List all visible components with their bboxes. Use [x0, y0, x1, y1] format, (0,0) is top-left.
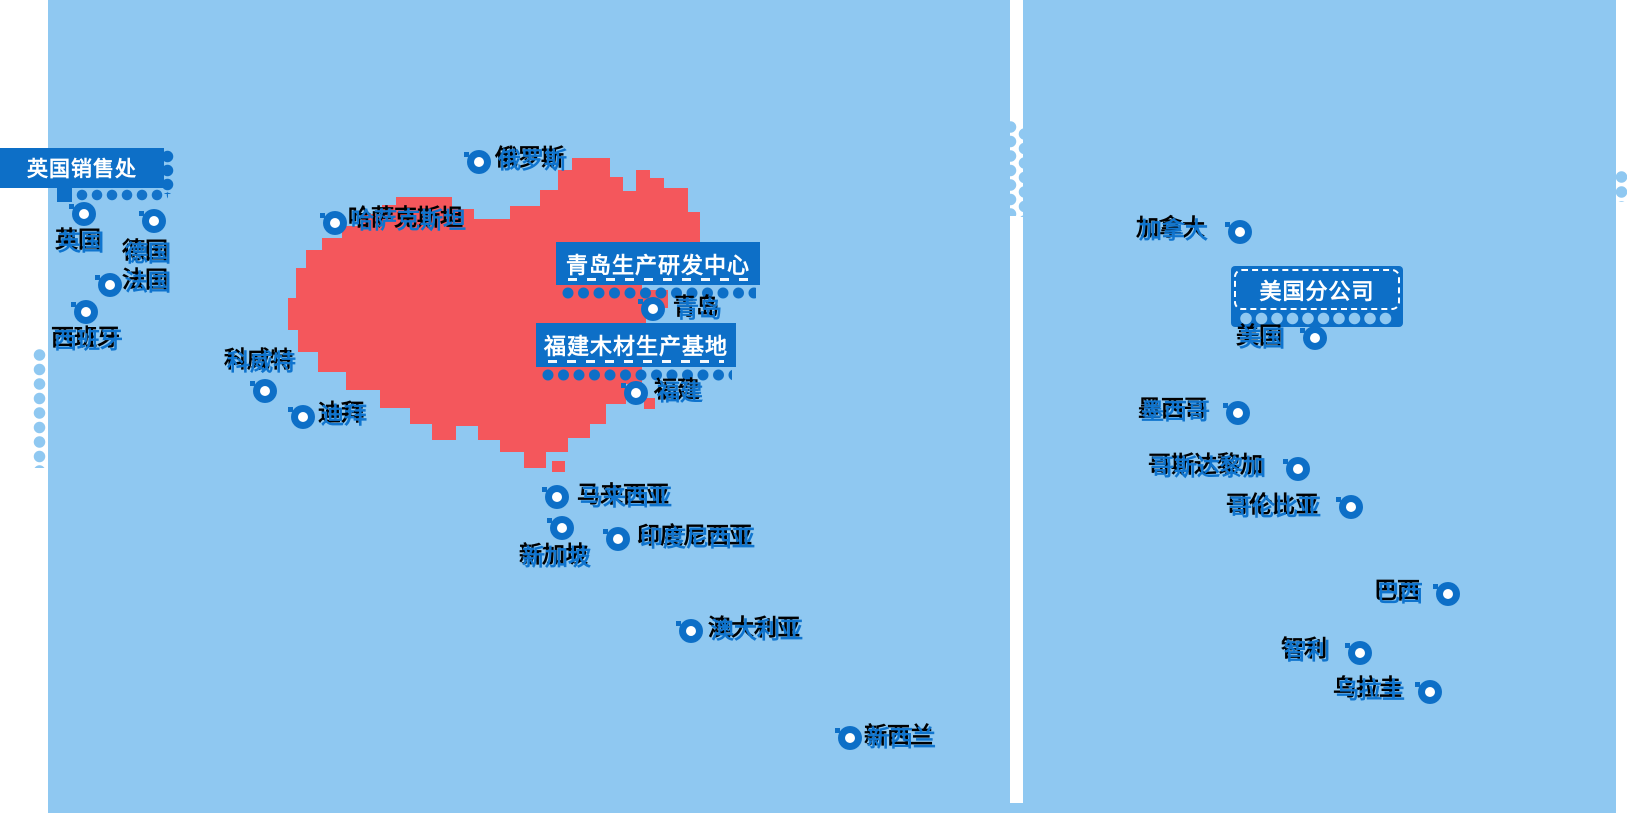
marker-fujian	[621, 381, 648, 405]
marker-costa-rica	[1283, 457, 1310, 481]
country-label-kazakhstan: 哈萨克斯坦	[351, 207, 466, 233]
callout-usa-branch: 美国分公司	[1231, 266, 1403, 327]
marker-germany	[139, 209, 166, 233]
marker-spain	[71, 300, 98, 324]
country-label-malaysia: 马来西亚	[580, 484, 672, 510]
country-label-germany: 德国	[125, 240, 171, 266]
marker-uruguay	[1415, 680, 1442, 704]
callout-dots-qingdao-rd-center	[562, 287, 756, 299]
callout-qingdao-rd-center: 青岛生产研发中心	[556, 242, 760, 285]
marker-kazakhstan	[320, 211, 347, 235]
marker-qingdao	[638, 297, 665, 321]
country-label-usa: 美国	[1239, 325, 1285, 351]
uk-callout-pointer	[57, 184, 72, 202]
marker-chile	[1345, 641, 1372, 665]
callout-inner-dots	[1239, 312, 1395, 325]
country-label-costa-rica: 哥斯达黎加	[1151, 454, 1266, 480]
callout-label: 英国销售处	[27, 158, 137, 181]
marker-dubai	[288, 405, 315, 429]
country-label-chile: 智利	[1284, 638, 1330, 664]
marker-russia	[464, 150, 491, 174]
marker-usa	[1300, 326, 1327, 350]
marker-brazil	[1433, 582, 1460, 606]
uk-callout-bottom-dots	[76, 189, 168, 201]
marker-france	[95, 273, 122, 297]
marker-indonesia	[603, 527, 630, 551]
marker-canada	[1225, 220, 1252, 244]
halftone-dots-right-edge	[1615, 170, 1627, 202]
country-label-kuwait: 科威特	[227, 349, 296, 375]
uk-callout-edge-dots	[161, 150, 174, 194]
country-label-mexico: 墨西哥	[1141, 398, 1210, 424]
callout-label: 福建木材生产基地	[543, 334, 728, 359]
map-panel-eastern-hemisphere	[48, 0, 1010, 813]
callout-label: 美国分公司	[1259, 279, 1375, 304]
panel-bottom-bridge	[1004, 803, 1030, 813]
country-label-canada: 加拿大	[1139, 217, 1208, 243]
callout-uk-sales-office: 英国销售处	[0, 148, 164, 188]
callout-dots-fujian-wood-base	[542, 369, 732, 381]
country-label-new-zealand: 新西兰	[867, 725, 936, 751]
halftone-dots-gap-right	[1018, 127, 1031, 217]
callout-fujian-wood-base: 福建木材生产基地	[536, 323, 736, 367]
marker-new-zealand	[835, 726, 862, 750]
country-label-spain: 西班牙	[54, 327, 123, 353]
marker-mexico	[1223, 401, 1250, 425]
halftone-dots-left-edge	[33, 348, 46, 468]
country-label-brazil: 巴西	[1377, 580, 1423, 606]
map-panel-western-hemisphere	[1023, 0, 1616, 813]
marker-kuwait	[250, 379, 277, 403]
country-label-colombia: 哥伦比亚	[1229, 494, 1321, 520]
country-label-singapore: 新加坡	[522, 544, 591, 570]
callout-dash-line	[548, 360, 724, 363]
callout-dash-line	[568, 278, 748, 281]
country-label-dubai: 迪拜	[321, 402, 367, 428]
country-label-russia: 俄罗斯	[498, 147, 567, 173]
country-label-fujian: 福建	[657, 379, 703, 405]
country-label-uruguay: 乌拉圭	[1336, 677, 1405, 703]
marker-colombia	[1336, 495, 1363, 519]
marker-singapore	[547, 516, 574, 540]
marker-australia	[676, 619, 703, 643]
country-label-australia: 澳大利亚	[711, 617, 803, 643]
marker-uk	[69, 202, 96, 226]
country-label-qingdao: 青岛	[676, 296, 722, 322]
callout-label: 青岛生产研发中心	[565, 252, 750, 278]
country-label-uk: 英国	[58, 229, 104, 255]
country-label-indonesia: 印度尼西亚	[640, 525, 755, 551]
dashed-frame	[1234, 269, 1400, 310]
marker-malaysia	[542, 485, 569, 509]
halftone-dots-gap-left	[1004, 120, 1017, 216]
country-label-france: 法国	[125, 269, 171, 295]
